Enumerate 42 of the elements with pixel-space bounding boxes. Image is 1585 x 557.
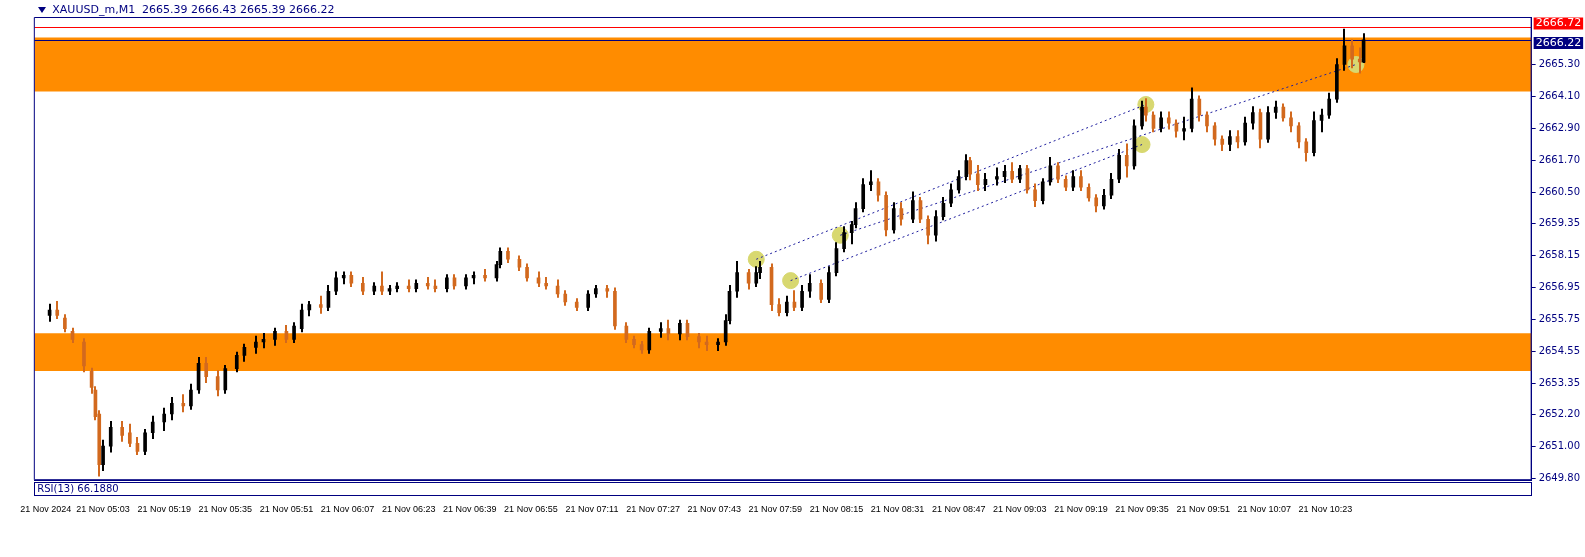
y-tick-label: 2652.20 <box>1538 407 1581 419</box>
x-tick-label: 21 Nov 05:03 <box>76 504 130 515</box>
point <box>747 250 765 268</box>
y-tick-label: 2649.80 <box>1538 471 1581 483</box>
x-tick-label: 21 Nov 09:35 <box>1115 504 1169 515</box>
x-tick-label: 21 Nov 06:39 <box>442 504 497 515</box>
text: RSI(13) 66.1880 <box>34 482 1532 497</box>
y-tick-label: 2661.70 <box>1538 154 1581 166</box>
y-tick-label: 2660.50 <box>1538 186 1581 198</box>
y-tick-label: 2664.10 <box>1538 90 1581 102</box>
y-tick-label: 2651.00 <box>1538 439 1581 451</box>
point <box>782 272 800 290</box>
x-tick-label: 21 Nov 07:59 <box>748 504 803 515</box>
x-tick-label: 21 Nov 05:19 <box>137 504 191 515</box>
x-tick-label: 21 Nov 06:55 <box>504 504 558 515</box>
x-tick-label: 21 Nov 10:07 <box>1237 504 1292 515</box>
x-tick-label: 21 Nov 08:31 <box>870 504 925 515</box>
y-tick-label: 2662.90 <box>1538 122 1581 134</box>
y-tick-label: 2654.55 <box>1538 344 1581 356</box>
y-tick-label: 2653.35 <box>1538 376 1581 388</box>
x-tick-label: 21 Nov 09:51 <box>1176 504 1230 515</box>
x-tick-label: 21 Nov 2024 <box>20 504 72 515</box>
x-tick-label: 21 Nov 07:43 <box>687 504 741 515</box>
x-tick-label: 21 Nov 05:35 <box>198 504 253 515</box>
y-tick-label: 2655.75 <box>1538 312 1581 324</box>
chart-title: XAUUSD_m,M1 2665.39 2666.43 2665.39 2666.22 <box>52 3 335 16</box>
x-tick-label: 21 Nov 08:47 <box>931 504 986 515</box>
y-tick-label: 2659.35 <box>1538 216 1581 228</box>
y-tick-label: 2658.15 <box>1538 248 1581 260</box>
x-tick-label: 21 Nov 05:51 <box>259 504 314 515</box>
x-tick-label: 21 Nov 09:19 <box>1054 504 1108 515</box>
x-tick-label: 21 Nov 07:11 <box>565 504 619 515</box>
x-tick-label: 21 Nov 06:07 <box>320 504 375 515</box>
y-tick-label: 2656.95 <box>1538 280 1581 292</box>
ref-line-label: 2666.72 <box>1535 16 1582 30</box>
ref-line-label: 2666.22 <box>1535 35 1582 49</box>
x-tick-label: 21 Nov 08:15 <box>809 504 864 515</box>
y-tick-label: 2665.30 <box>1538 58 1581 70</box>
x-tick-label: 21 Nov 09:03 <box>993 504 1047 515</box>
x-tick-label: 21 Nov 06:23 <box>381 504 436 515</box>
x-tick-label: 21 Nov 10:23 <box>1298 504 1353 515</box>
x-tick-label: 21 Nov 07:27 <box>626 504 680 515</box>
